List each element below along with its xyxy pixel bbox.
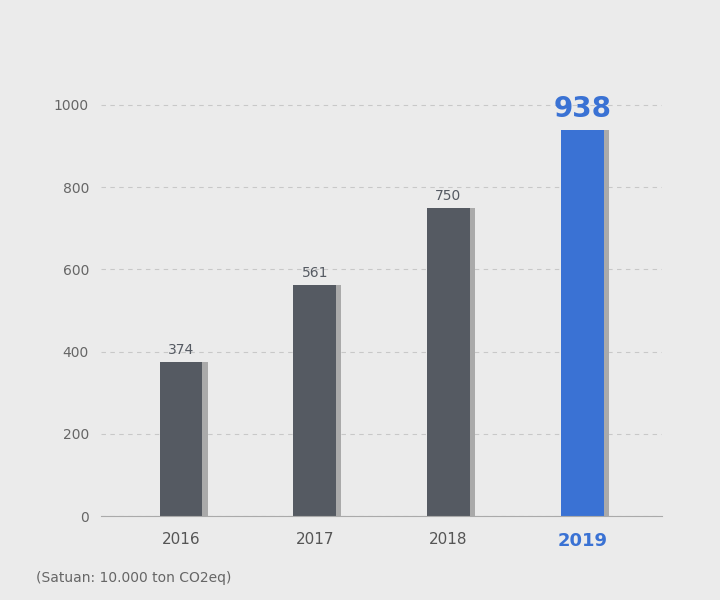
Text: (Satuan: 10.000 ton CO2eq): (Satuan: 10.000 ton CO2eq) — [36, 571, 231, 585]
Bar — [433, 208, 475, 516]
Bar — [165, 362, 208, 516]
Text: 750: 750 — [436, 189, 462, 203]
Bar — [299, 286, 341, 516]
Bar — [566, 130, 609, 516]
Text: 374: 374 — [168, 343, 194, 358]
Bar — [561, 130, 603, 516]
Text: 561: 561 — [302, 266, 328, 280]
Bar — [160, 362, 202, 516]
Text: 938: 938 — [553, 95, 611, 123]
Bar — [293, 286, 336, 516]
Bar — [427, 208, 470, 516]
